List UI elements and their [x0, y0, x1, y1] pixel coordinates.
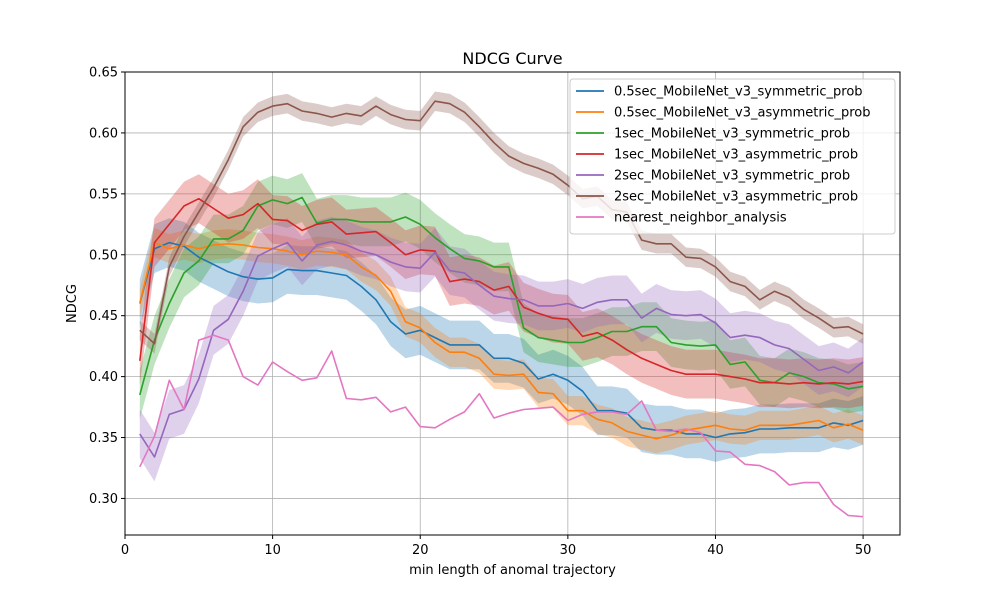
x-tick-label: 0: [121, 543, 129, 558]
legend-entry: nearest_neighbor_analysis: [614, 211, 787, 226]
legend-entry: 1sec_MobileNet_v3_symmetric_prob: [614, 127, 850, 142]
series-band: [139, 228, 864, 454]
series-line: [139, 241, 864, 440]
y-tick-label: 0.65: [89, 66, 118, 81]
series-line: [139, 240, 864, 458]
legend-box: [569, 78, 896, 235]
y-tick-label: 0.60: [89, 126, 118, 141]
series-line: [139, 100, 864, 345]
plot-frame: [124, 71, 901, 536]
series-band: [139, 91, 864, 354]
chart-title: NDCG Curve: [462, 49, 562, 68]
series-line: [139, 241, 864, 439]
axis-ticks: 0 10 20 30 40 50 0.30 0.35 0.40 0.45 0.50 0.55 0.60 0…: [89, 66, 871, 559]
x-tick-label: 30: [560, 543, 577, 558]
y-tick-label: 0.30: [89, 492, 118, 507]
series-line: [139, 196, 864, 396]
legend-entry: 0.5sec_MobileNet_v3_symmetric_prob: [614, 85, 863, 100]
x-tick-label: 50: [855, 543, 872, 558]
x-tick-label: 10: [264, 543, 281, 558]
series-line: [139, 334, 864, 518]
series-lines: [139, 100, 864, 518]
x-axis-label: min length of anomal trajectory: [409, 563, 616, 578]
y-tick-label: 0.35: [89, 431, 118, 446]
legend: 0.5sec_MobileNet_v3_symmetric_prob 0.5sec…: [569, 78, 896, 235]
y-axis-label: NDCG: [65, 284, 80, 323]
legend-entry: 0.5sec_MobileNet_v3_asymmetric_prob: [614, 106, 871, 121]
x-tick-label: 20: [412, 543, 429, 558]
legend-entry: 2sec_MobileNet_v3_asymmetric_prob: [614, 190, 858, 205]
y-tick-label: 0.45: [89, 309, 118, 324]
series-band: [139, 218, 864, 462]
series-line: [139, 197, 864, 385]
y-tick-label: 0.50: [89, 248, 118, 263]
y-tick-label: 0.55: [89, 187, 118, 202]
legend-entry: 1sec_MobileNet_v3_asymmetric_prob: [614, 148, 858, 163]
series-band: [139, 174, 864, 409]
y-tick-label: 0.40: [89, 370, 118, 385]
x-tick-label: 40: [707, 543, 724, 558]
series-band: [139, 173, 864, 420]
legend-entry: 2sec_MobileNet_v3_symmetric_prob: [614, 169, 850, 184]
